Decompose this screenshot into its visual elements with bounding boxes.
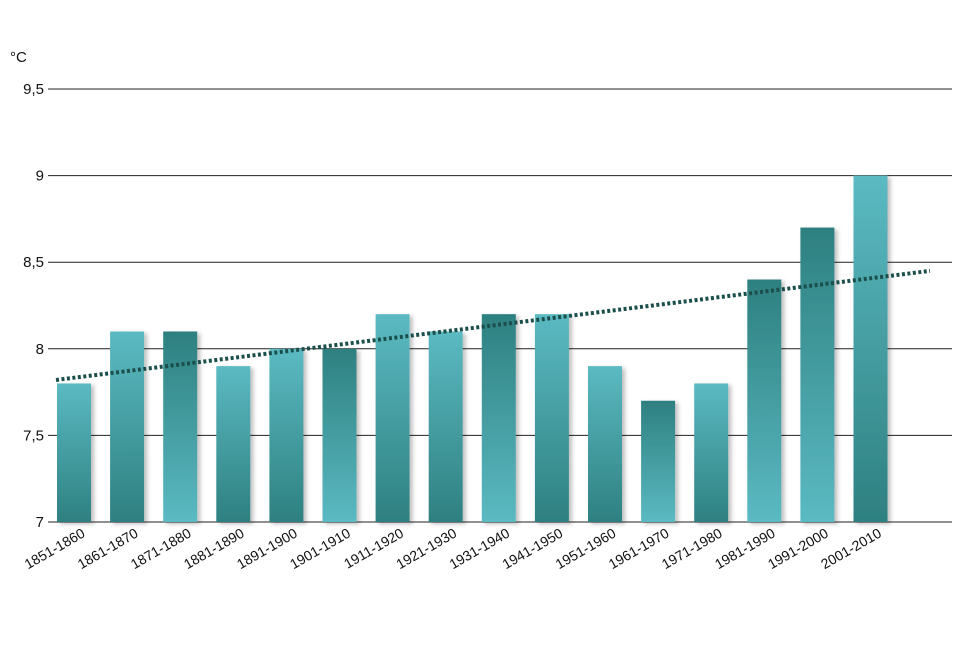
bar-1961-1970 bbox=[641, 400, 676, 522]
x-tick-label: 1901-1910 bbox=[287, 525, 353, 572]
bar-1911-1920 bbox=[375, 314, 410, 522]
y-axis-unit-label: °C bbox=[10, 49, 27, 66]
bar-1901-1910 bbox=[322, 348, 357, 522]
bar-1951-1960 bbox=[588, 366, 622, 522]
bar-1851-1860 bbox=[57, 383, 91, 522]
y-tick-label: 9 bbox=[36, 168, 44, 185]
bar-1891-1900 bbox=[269, 348, 304, 522]
trendline bbox=[55, 268, 931, 382]
x-axis-tick-labels: 1851-18601861-18701871-18801881-18901891… bbox=[22, 525, 885, 572]
x-tick-label: 2001-2010 bbox=[818, 525, 884, 572]
bar-1921-1930 bbox=[428, 331, 463, 522]
y-axis-tick-labels: 7 7,5 8 8,5 9 9,5 bbox=[23, 81, 44, 531]
bar-1971-1980 bbox=[694, 383, 729, 522]
bars bbox=[57, 175, 888, 522]
y-tick-label: 7 bbox=[36, 514, 44, 531]
bar-1871-1880 bbox=[163, 331, 198, 522]
bar-2001-2010 bbox=[853, 175, 888, 522]
y-tick-label: 8 bbox=[36, 341, 44, 358]
bar-1941-1950 bbox=[534, 314, 569, 522]
y-tick-label: 8,5 bbox=[23, 254, 44, 271]
trendline-group bbox=[55, 268, 931, 382]
y-tick-label: 9,5 bbox=[23, 81, 44, 98]
bar-1991-2000 bbox=[800, 227, 835, 522]
bar-1981-1990 bbox=[747, 279, 782, 522]
bar-1861-1870 bbox=[110, 331, 145, 522]
y-tick-label: 7,5 bbox=[23, 427, 44, 444]
bar-1881-1890 bbox=[216, 366, 251, 522]
bar-1931-1940 bbox=[481, 314, 516, 522]
